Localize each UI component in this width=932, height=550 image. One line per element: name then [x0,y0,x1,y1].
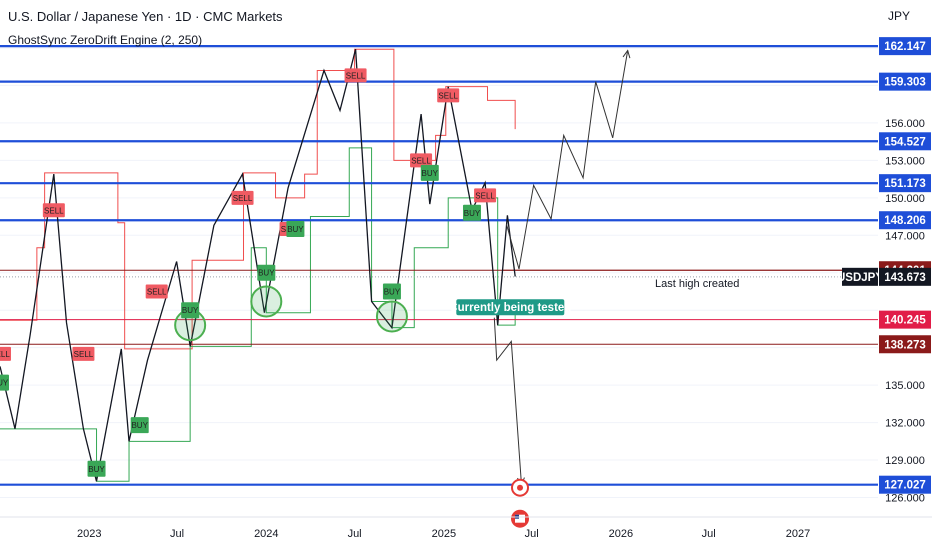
buy-signal-label: BUY [384,287,401,296]
price-line [0,49,516,482]
sell-signal-label: SELL [44,206,64,215]
level-price-label: 162.147 [884,41,926,53]
y-tick-label: 156.000 [885,118,925,130]
level-price-badge [879,475,931,494]
currency-label: JPY [887,9,910,23]
buy-signal-label: BUY [422,169,439,178]
last-price-label: 143.673 [884,272,926,284]
x-tick-label: Jul [348,528,362,540]
level-price-badge [879,211,931,230]
sell-signal [410,153,433,168]
annotations: Last high created Currently being tested [449,278,739,316]
x-tick-label: Jul [170,528,184,540]
projection-up-path [505,50,629,270]
level-price-label: 151.173 [884,178,926,190]
buy-signal-label: BUY [131,421,148,430]
sell-signal [145,284,168,299]
projection-up-arrowhead [622,49,631,59]
level-price-badge [879,310,931,329]
x-tick-label: 2024 [254,528,278,540]
sell-signal [72,346,95,361]
last-high-annotation: Last high created [655,278,739,290]
sell-signal [231,190,254,205]
y-tick-label: 150.000 [885,193,925,205]
sell-signal [0,346,11,361]
sell-signal [437,88,460,103]
buy-signal-label: BUY [88,465,105,474]
sell-signal [344,68,367,83]
sell-signal-label: SELL [147,287,167,296]
buy-signal [286,221,305,238]
horizontal-levels [0,45,878,486]
signal-markers: SELLSELLSELLSELLSELLSELLSELLSELLSELLSELL… [0,68,497,477]
symbol-label: USDJPY [837,272,883,284]
price-axis[interactable]: 162.147159.303154.527151.173148.206144.2… [837,37,931,505]
buy-signal [257,264,276,281]
buy-signal [181,302,200,319]
x-tick-label: Jul [702,528,716,540]
level-price-label: 159.303 [884,77,926,89]
tested-annotation-box [456,299,565,316]
x-tick-label: 2026 [609,528,633,540]
y-tick-label: 129.000 [885,455,925,467]
last-price-badge [879,267,931,286]
sell-signal-label: SELL [438,91,458,100]
level-price-badge [879,132,931,151]
level-price-badge [879,335,931,354]
sell-signal-label: SELL [346,71,366,80]
indicator-label[interactable]: GhostSync ZeroDrift Engine (2, 250) [8,33,203,47]
symbol-badge [842,267,878,286]
x-tick-label: 2023 [77,528,101,540]
y-tick-label: 153.000 [885,155,925,167]
buy-signal-label: BUY [0,379,9,388]
time-axis[interactable]: 2023 Jul 2024 Jul 2025 Jul 2026 Jul 2027 [0,516,932,540]
sell-signal-label: SELL [0,350,10,359]
buy-signal-label: BUY [287,225,304,234]
level-price-label: 148.206 [884,215,926,227]
buy-signal [87,460,106,477]
y-tick-label: 147.000 [885,230,925,242]
sell-signal [474,188,497,203]
buy-signal [382,283,401,300]
sell-signal-label: SELL [74,350,94,359]
x-tick-label: 2025 [432,528,456,540]
level-price-label: 154.527 [884,136,926,148]
buy-signal [0,374,9,391]
sell-signal-label: SELL [475,191,495,200]
buy-signal-label: BUY [182,306,199,315]
support-circle [375,300,408,333]
buy-signal-label: BUY [258,269,275,278]
level-price-label: 127.027 [884,480,926,492]
buy-signal [130,417,149,434]
level-price-label: 140.245 [884,315,926,327]
indicator-bands [0,48,516,482]
x-tick-label: Jul [525,528,539,540]
buy-signal [420,164,439,181]
buy-signal [462,204,481,221]
sell-signal-label: SELL [233,194,253,203]
y-tick-label: 132.000 [885,418,925,430]
us-flag-stripes-icon [515,514,526,523]
resistance-band-line [0,48,516,350]
support-band-line [0,147,516,482]
level-price-badge [879,72,931,91]
event-marker-dot-icon [517,484,524,491]
support-circle [250,285,283,318]
level-price-label: 138.273 [884,339,926,351]
y-tick-label: 135.000 [885,380,925,392]
y-tick-label: 126.000 [885,493,925,505]
level-price-badge [879,174,931,193]
level-price-badge [879,37,931,56]
sell-signal [42,203,65,218]
sell-signal-label: SELL [411,156,431,165]
x-tick-label: 2027 [786,528,810,540]
buy-signal-label: BUY [464,209,481,218]
projection-down-path [493,317,522,486]
price-series [0,49,516,482]
tested-annotation-label: Currently being tested [449,302,571,314]
chart-title: U.S. Dollar / Japanese Yen · 1D · CMC Ma… [8,9,283,24]
